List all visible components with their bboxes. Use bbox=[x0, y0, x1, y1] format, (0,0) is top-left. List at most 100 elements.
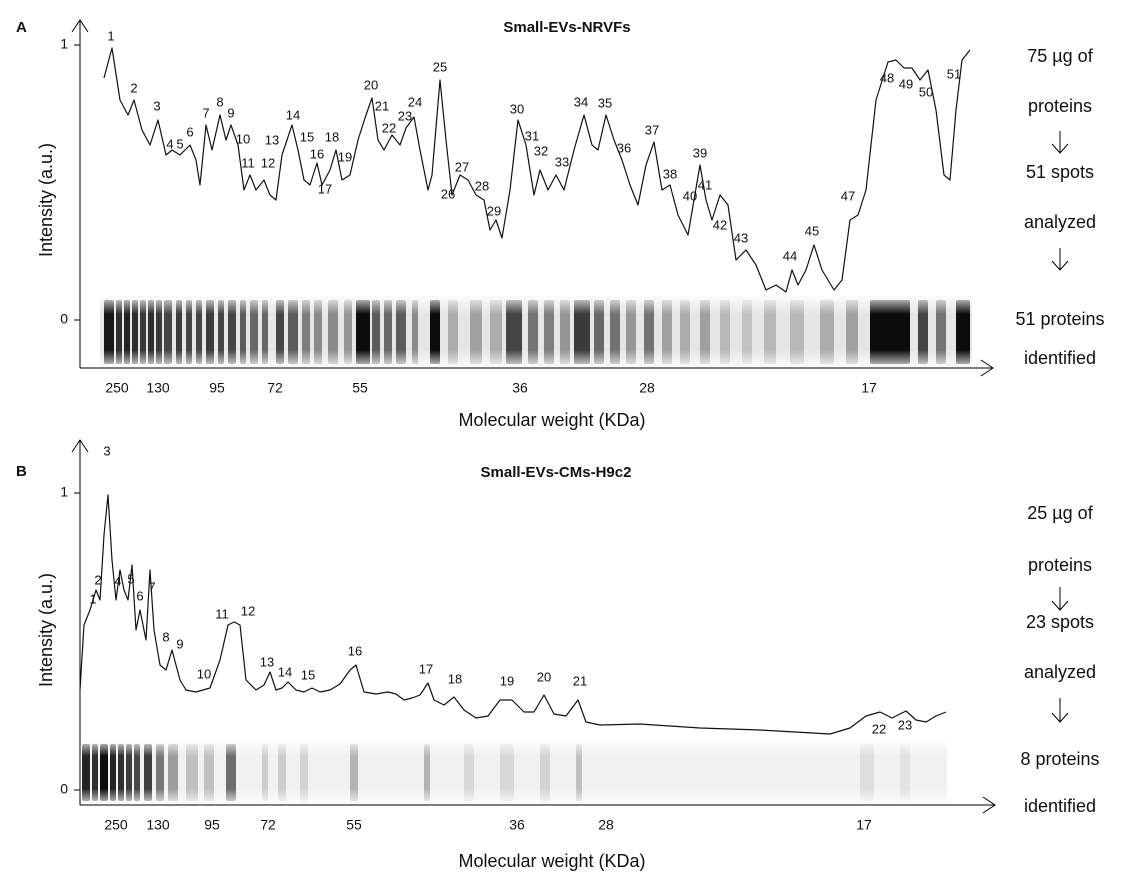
spot-label: 24 bbox=[408, 94, 422, 109]
side-note: 51 proteins bbox=[1015, 309, 1104, 329]
spot-label: 9 bbox=[176, 636, 183, 651]
spot-label: 22 bbox=[382, 120, 396, 135]
x-tick-label: 250 bbox=[104, 817, 128, 833]
spot-label: 2 bbox=[130, 80, 137, 95]
spot-label: 45 bbox=[805, 223, 819, 238]
spot-label: 18 bbox=[448, 671, 462, 686]
spot-label: 23 bbox=[398, 108, 412, 123]
spot-label: 1 bbox=[107, 28, 114, 43]
spot-label: 9 bbox=[227, 105, 234, 120]
spot-label: 31 bbox=[525, 128, 539, 143]
spot-label: 8 bbox=[162, 629, 169, 644]
spot-label: 13 bbox=[260, 654, 274, 669]
spot-label: 17 bbox=[318, 181, 332, 196]
y-tick-label: 1 bbox=[60, 36, 68, 52]
spot-label: 16 bbox=[310, 146, 324, 161]
x-tick-label: 36 bbox=[509, 817, 525, 833]
spot-label: 15 bbox=[301, 667, 315, 682]
spot-label: 42 bbox=[713, 217, 727, 232]
spot-label: 47 bbox=[841, 188, 855, 203]
panel-title: Small-EVs-NRVFs bbox=[503, 19, 630, 36]
spot-label: 5 bbox=[127, 571, 134, 586]
spot-label: 40 bbox=[683, 188, 697, 203]
densitometry-trace bbox=[103, 47, 971, 293]
x-tick-label: 95 bbox=[209, 380, 225, 396]
spot-label: 51 bbox=[947, 66, 961, 81]
spot-label: 34 bbox=[574, 94, 588, 109]
spot-label: 7 bbox=[148, 579, 155, 594]
panel: A Small-EVs-NRVFs Intensity (a.u.) Molecula… bbox=[16, 19, 1105, 430]
spot-label: 3 bbox=[103, 443, 110, 458]
x-tick-label: 55 bbox=[346, 817, 362, 833]
spot-label: 11 bbox=[241, 155, 255, 170]
spot-label: 5 bbox=[176, 136, 183, 151]
spot-label: 18 bbox=[325, 129, 339, 144]
panel-letter: B bbox=[16, 463, 27, 480]
y-axis-label: Intensity (a.u.) bbox=[36, 573, 56, 687]
side-note: 25 µg of bbox=[1027, 503, 1093, 523]
x-axis bbox=[80, 796, 996, 814]
x-tick-label: 36 bbox=[512, 380, 528, 396]
spot-label: 48 bbox=[880, 70, 894, 85]
spot-label: 22 bbox=[872, 721, 886, 736]
spot-label: 17 bbox=[419, 661, 433, 676]
spot-label: 39 bbox=[693, 145, 707, 160]
spot-label: 32 bbox=[534, 143, 548, 158]
y-axis-label: Intensity (a.u.) bbox=[36, 143, 56, 257]
spot-label: 23 bbox=[898, 717, 912, 732]
side-note: identified bbox=[1024, 796, 1096, 816]
spot-label: 6 bbox=[136, 588, 143, 603]
x-tick-label: 250 bbox=[105, 380, 129, 396]
spot-label: 14 bbox=[278, 664, 292, 679]
spot-label: 37 bbox=[645, 122, 659, 137]
x-tick-label: 130 bbox=[146, 817, 170, 833]
spot-label: 12 bbox=[241, 603, 255, 618]
spot-label: 38 bbox=[663, 166, 677, 181]
x-tick-label: 28 bbox=[598, 817, 614, 833]
spot-label: 49 bbox=[899, 76, 913, 91]
spot-label: 21 bbox=[375, 98, 389, 113]
side-note: identified bbox=[1024, 348, 1096, 368]
spot-label: 28 bbox=[475, 178, 489, 193]
spot-label: 14 bbox=[286, 107, 300, 122]
down-arrow bbox=[1051, 698, 1069, 723]
spot-label: 44 bbox=[783, 248, 797, 263]
y-axis bbox=[71, 439, 89, 805]
x-axis-label: Molecular weight (KDa) bbox=[458, 851, 645, 871]
side-note: analyzed bbox=[1024, 212, 1096, 232]
panel-title: Small-EVs-CMs-H9c2 bbox=[481, 464, 632, 481]
x-tick-label: 17 bbox=[856, 817, 872, 833]
spot-label: 13 bbox=[265, 132, 279, 147]
spot-label: 25 bbox=[433, 59, 447, 74]
spot-label: 10 bbox=[197, 666, 211, 681]
spot-label: 1 bbox=[89, 591, 96, 606]
x-tick-label: 17 bbox=[861, 380, 877, 396]
down-arrow bbox=[1051, 587, 1069, 611]
spot-label: 43 bbox=[734, 230, 748, 245]
spot-label: 33 bbox=[555, 154, 569, 169]
side-note: proteins bbox=[1028, 555, 1092, 575]
spot-label: 19 bbox=[500, 673, 514, 688]
side-note: 23 spots bbox=[1026, 612, 1094, 632]
x-tick-label: 130 bbox=[146, 380, 170, 396]
spot-label: 11 bbox=[215, 606, 229, 621]
down-arrow bbox=[1051, 131, 1069, 154]
spot-label: 8 bbox=[216, 94, 223, 109]
spot-label: 4 bbox=[114, 573, 121, 588]
spot-label: 20 bbox=[537, 669, 551, 684]
spot-label: 20 bbox=[364, 77, 378, 92]
side-note: 8 proteins bbox=[1020, 749, 1099, 769]
spot-label: 2 bbox=[94, 572, 101, 587]
y-tick-label: 0 bbox=[60, 781, 68, 797]
y-axis bbox=[71, 19, 89, 368]
spot-label: 4 bbox=[166, 136, 173, 151]
spot-label: 16 bbox=[348, 643, 362, 658]
x-axis bbox=[80, 359, 994, 377]
spot-label: 29 bbox=[487, 203, 501, 218]
spot-label: 3 bbox=[153, 98, 160, 113]
y-tick-label: 1 bbox=[60, 484, 68, 500]
spot-label: 41 bbox=[698, 177, 712, 192]
x-tick-label: 72 bbox=[267, 380, 283, 396]
panel: B Small-EVs-CMs-H9c2 Intensity (a.u.) Molec… bbox=[16, 439, 1100, 871]
